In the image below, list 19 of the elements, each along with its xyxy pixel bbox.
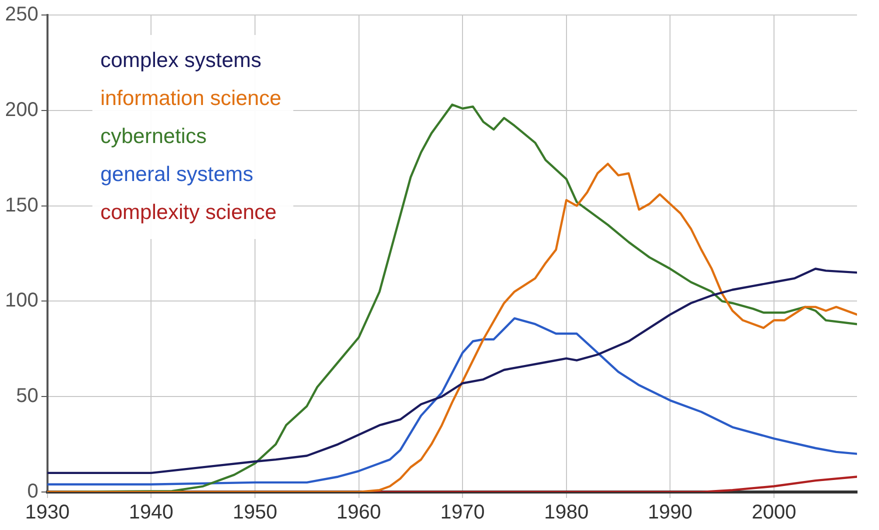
- y-tick-label: 150: [4, 194, 38, 216]
- x-tick-label: 1970: [440, 502, 485, 524]
- text: general systems: [100, 162, 254, 186]
- x-tick-label: 1930: [25, 502, 70, 524]
- y-tick-label: 250: [4, 4, 38, 26]
- text: complex systems: [100, 48, 262, 72]
- x-tick-label: 1940: [128, 502, 174, 524]
- y-tick-label: 50: [16, 385, 38, 408]
- text: complexity science: [100, 200, 277, 224]
- y-tick-label: 0: [27, 480, 38, 503]
- x-tick-label: 1960: [336, 502, 382, 524]
- x-tick-label: 1980: [544, 502, 589, 524]
- text: cybernetics: [100, 124, 207, 148]
- x-tick-label: 2000: [752, 502, 796, 524]
- y-tick-label: 100: [4, 290, 38, 312]
- x-tick-label: 1990: [648, 502, 692, 524]
- x-tick-label: 1950: [232, 502, 278, 524]
- y-tick-label: 200: [4, 98, 38, 121]
- text: information science: [100, 86, 282, 110]
